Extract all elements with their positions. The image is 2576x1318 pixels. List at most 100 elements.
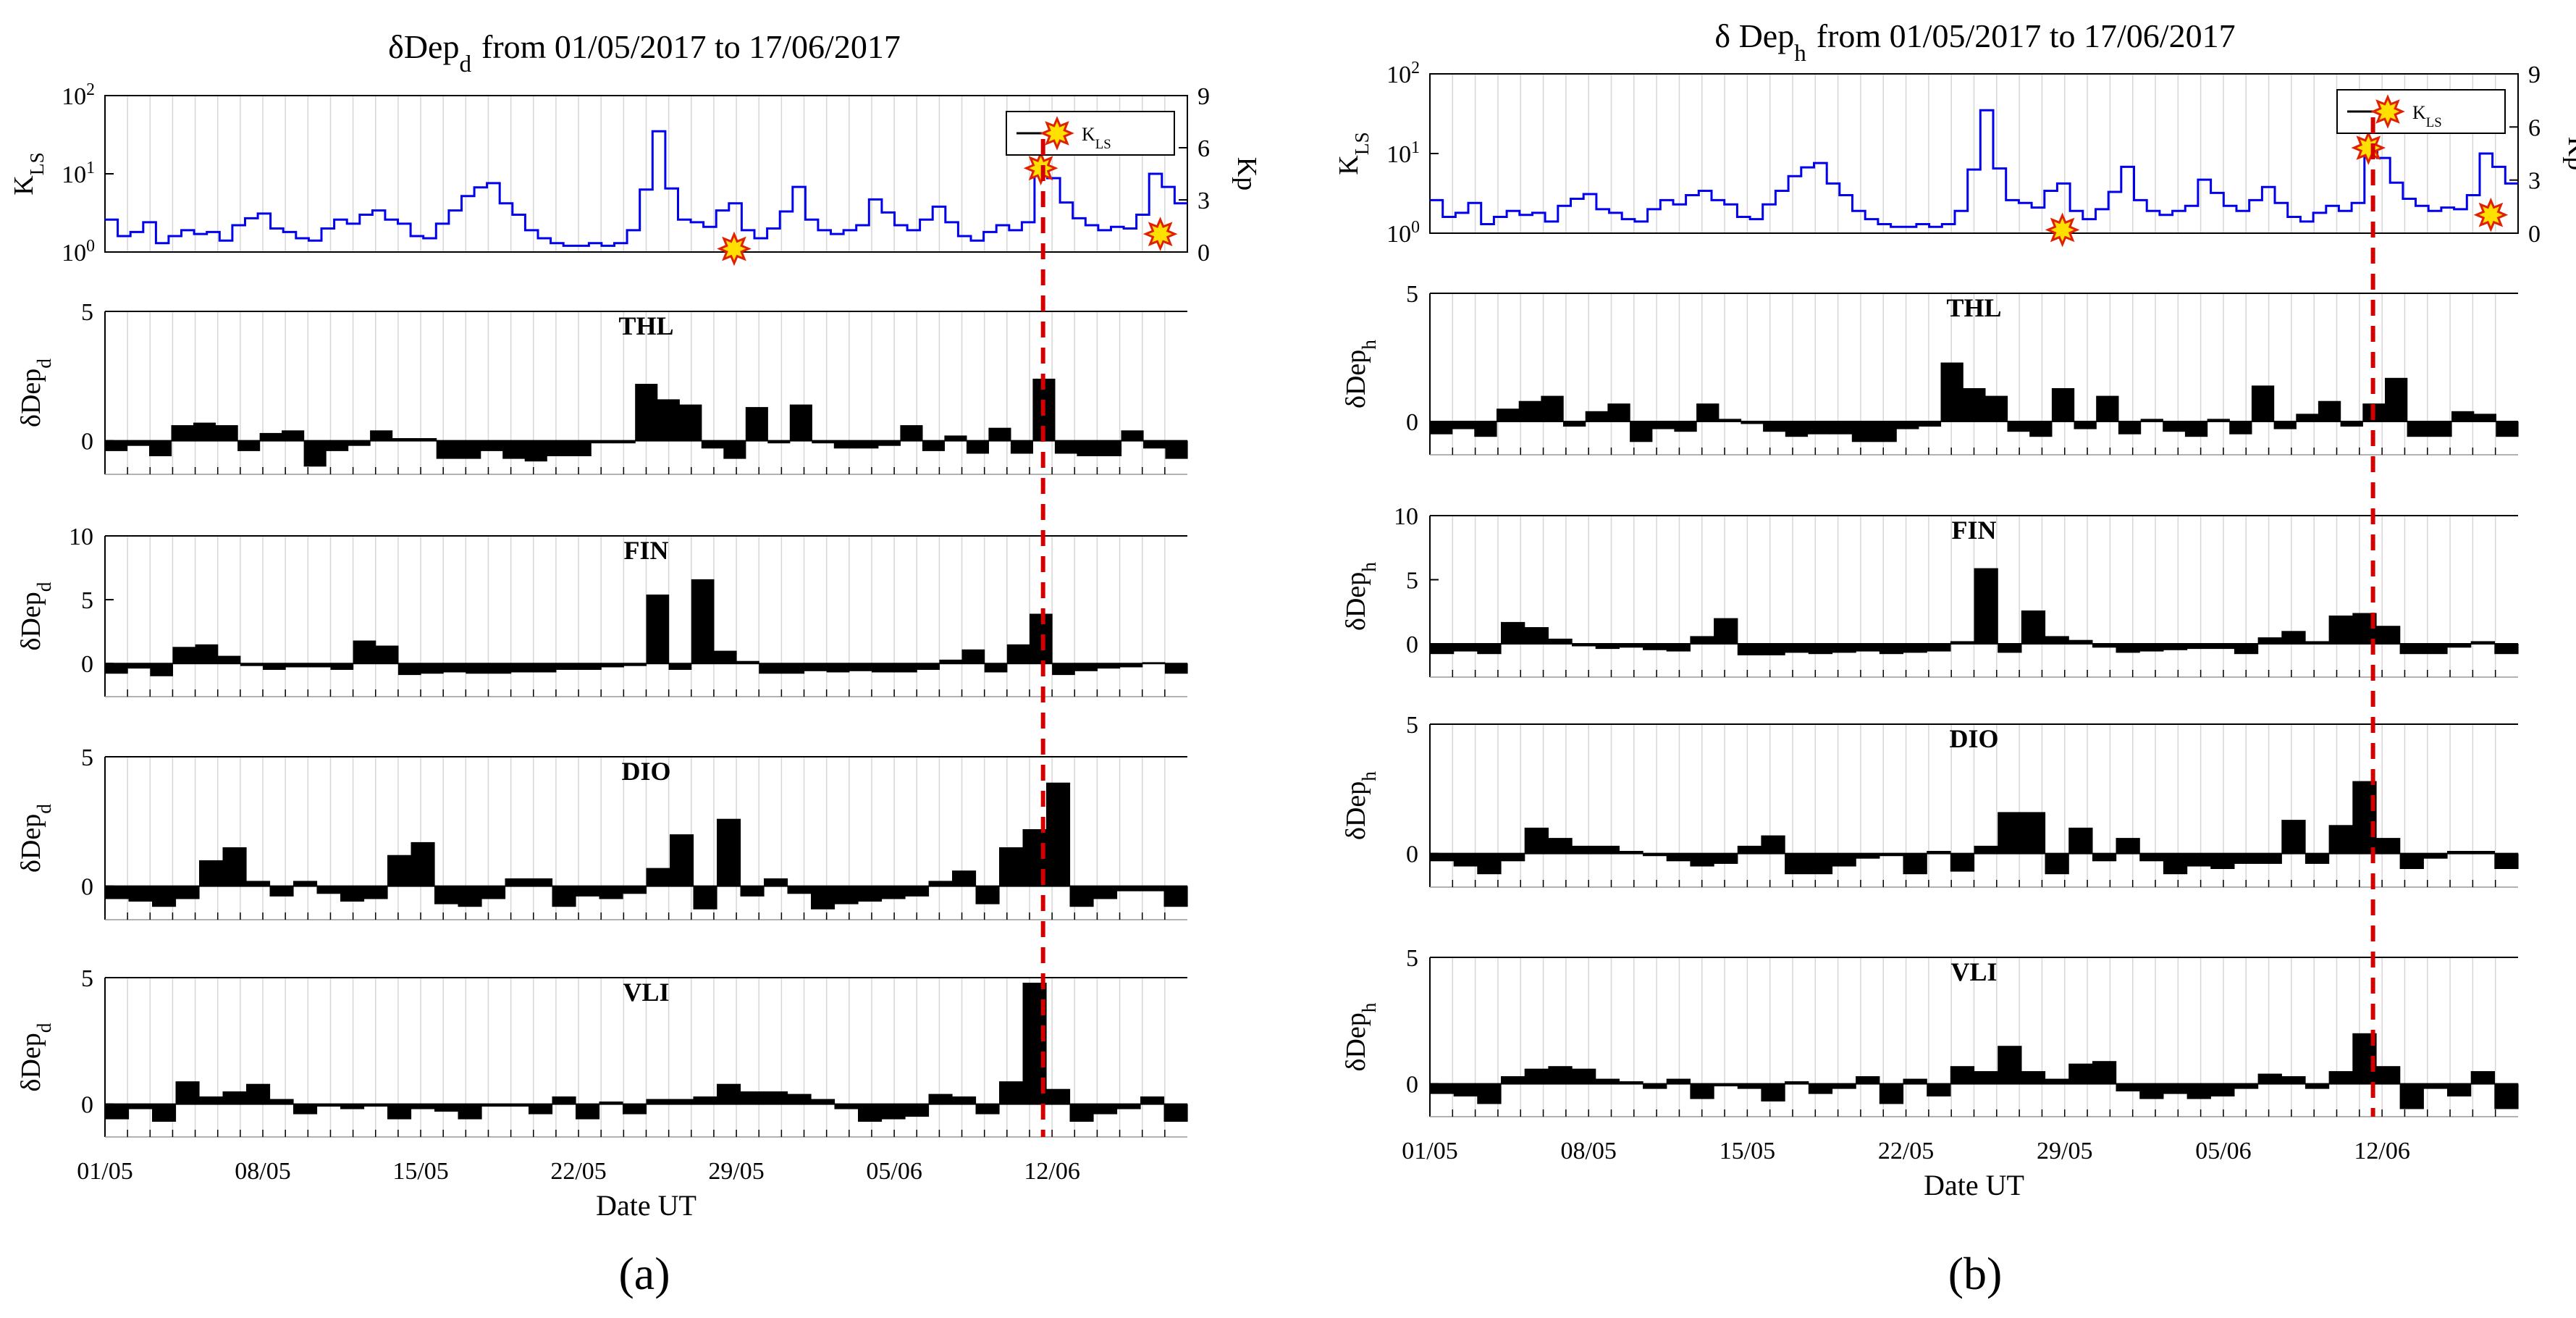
data-bar — [340, 886, 365, 902]
panel-ytick-label: 10 — [1394, 503, 1418, 530]
data-bar — [1830, 421, 1853, 435]
kls-ytick-exp: 2 — [86, 80, 95, 99]
data-bar — [2116, 838, 2140, 854]
data-bar — [2210, 644, 2235, 650]
xtick-label: 12/06 — [1024, 1158, 1079, 1185]
data-bar — [152, 886, 177, 907]
kls-ytick-exp: 0 — [86, 237, 95, 256]
kls-ytick-exp: 2 — [1411, 59, 1420, 77]
data-bar — [693, 886, 717, 910]
data-bar — [601, 663, 624, 668]
data-bar — [1927, 851, 1951, 854]
data-bar — [529, 1104, 553, 1115]
data-bar — [2116, 1083, 2140, 1092]
data-bar — [1918, 421, 1942, 427]
station-panel-thl: 0 5 THL δDeph — [1341, 281, 2519, 456]
data-bar — [1856, 853, 1880, 859]
data-bar — [421, 663, 444, 674]
data-bar — [149, 440, 172, 456]
data-bar — [1761, 644, 1785, 655]
panel-label: (a) — [618, 1248, 670, 1299]
panel-ylabel: δDeph — [1341, 771, 1380, 840]
data-bar — [599, 886, 623, 899]
data-bar — [2473, 414, 2496, 421]
data-bar — [623, 886, 647, 894]
kls-ylabel-main: K — [9, 175, 39, 196]
data-bar — [387, 1104, 412, 1120]
data-bar — [1851, 421, 1875, 442]
data-bar — [1619, 644, 1643, 648]
panel-ytick-label: 5 — [1406, 281, 1418, 308]
data-bar — [2116, 644, 2140, 653]
panel-ytick-label: 5 — [1406, 567, 1418, 594]
data-bar — [1010, 440, 1033, 454]
data-bar — [2051, 388, 2075, 421]
panel-ytick-label: 0 — [1406, 631, 1418, 658]
data-bar — [939, 659, 963, 664]
data-bar — [375, 645, 399, 664]
data-bar — [975, 886, 1000, 904]
data-bar — [2163, 853, 2188, 875]
data-bar — [1142, 662, 1166, 664]
panel-ylabel-main: δDep — [16, 369, 46, 427]
data-bar — [999, 1081, 1024, 1104]
data-bar — [723, 440, 746, 459]
kp-ytick-label: 9 — [2528, 62, 2541, 88]
data-bar — [2229, 421, 2252, 435]
data-bar — [293, 1104, 318, 1115]
panel-ytick-label: 10 — [69, 524, 93, 550]
data-bar — [434, 886, 459, 904]
data-bar — [2092, 853, 2117, 862]
data-bar — [856, 440, 879, 449]
data-bar — [363, 1104, 388, 1107]
station-panel-fin: 0 5 10 FIN δDepd — [16, 524, 1188, 697]
data-bar — [2092, 644, 2117, 648]
data-bar — [340, 1104, 365, 1109]
event-star-icon — [2045, 212, 2080, 248]
data-bar — [1164, 663, 1188, 674]
data-bar — [966, 440, 989, 454]
panel-ylabel: δDepd — [16, 358, 55, 427]
data-bar — [2257, 637, 2282, 644]
data-bar — [670, 1099, 694, 1104]
data-bar — [668, 663, 692, 670]
data-bar — [2210, 853, 2235, 869]
xtick-label: 08/05 — [1560, 1138, 1616, 1164]
panel-ylabel-main: δDep — [1341, 572, 1371, 631]
data-bar — [308, 663, 331, 668]
data-bar — [928, 881, 953, 886]
kls-ytick-label: 100 — [1386, 218, 1420, 248]
data-bar — [2328, 1071, 2353, 1084]
kp-ylabel: Kp — [2562, 137, 2576, 170]
data-bar — [2451, 411, 2475, 421]
data-bar — [1714, 853, 1738, 864]
event-star-icon — [2473, 197, 2509, 232]
data-bar — [2045, 853, 2069, 875]
data-bar — [944, 435, 967, 441]
data-bar — [1761, 1083, 1785, 1101]
data-bar — [833, 440, 856, 449]
data-bar — [1501, 853, 1525, 862]
data-bar — [679, 404, 702, 441]
data-bar — [1963, 388, 1986, 421]
data-bar — [127, 663, 151, 669]
kls-legend-label-main: K — [1082, 124, 1095, 145]
panel-ylabel-sub: h — [1358, 340, 1380, 350]
data-bar — [928, 1094, 953, 1104]
data-bar — [1501, 1076, 1525, 1084]
data-bar — [894, 663, 917, 673]
data-bar — [2029, 421, 2053, 437]
kls-ytick-base: 10 — [62, 83, 86, 110]
data-bar — [1950, 1066, 1975, 1084]
panel-ylabel-sub: h — [1358, 1002, 1380, 1012]
panel-ytick-label: 0 — [81, 429, 93, 456]
data-bar — [1116, 1104, 1141, 1109]
data-bar — [2376, 626, 2401, 644]
data-bar — [646, 595, 670, 664]
panel-ytick-label: 0 — [1406, 841, 1418, 868]
kls-ytick-base: 10 — [1386, 141, 1411, 168]
panel-ylabel-main: δDep — [1341, 1012, 1371, 1071]
